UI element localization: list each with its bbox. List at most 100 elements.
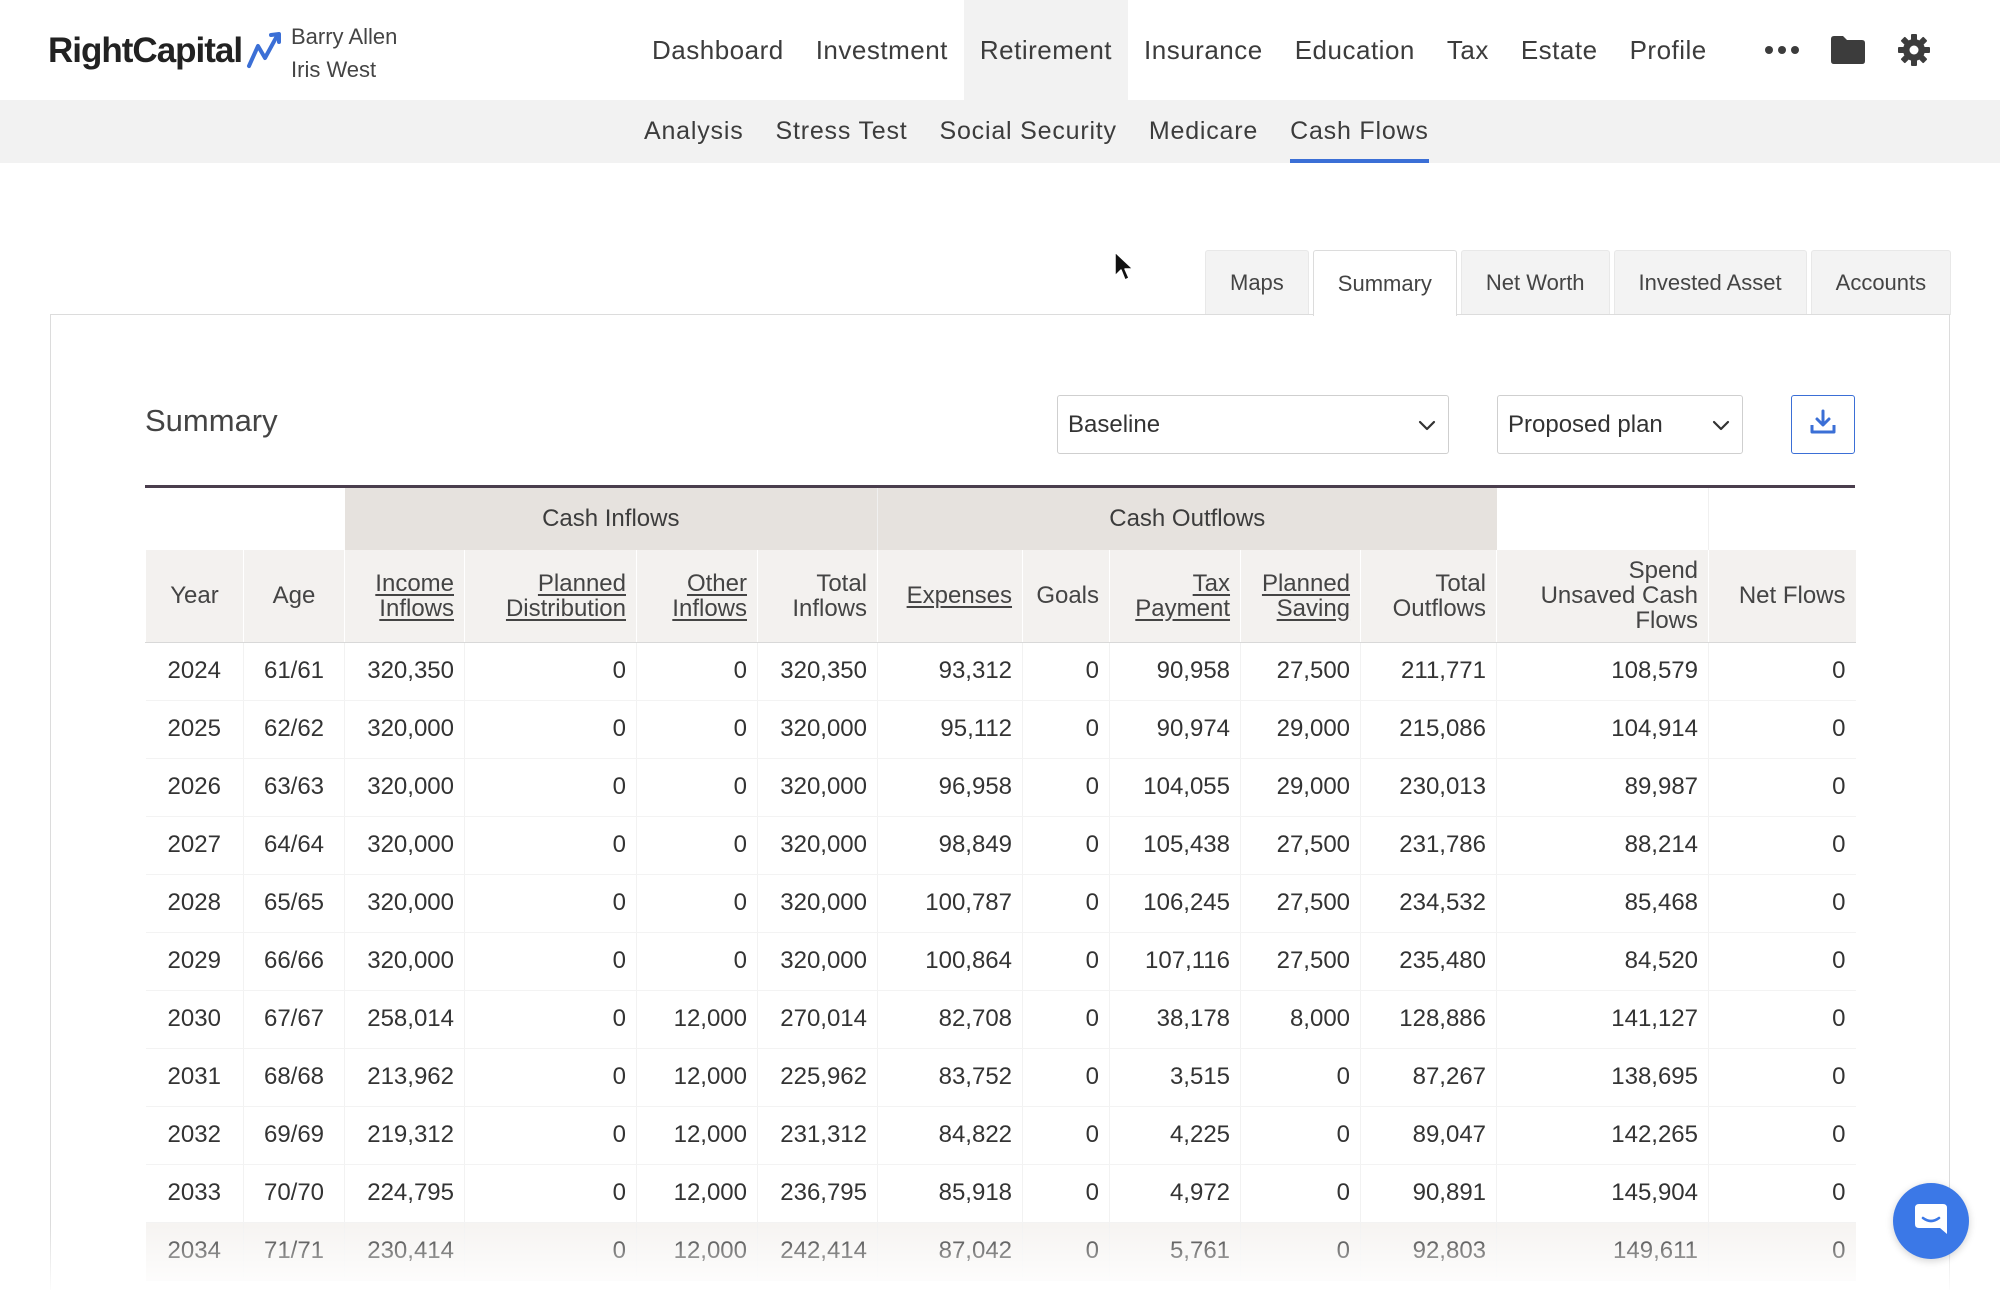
table-cell: 138,695 xyxy=(1496,1048,1709,1107)
summary-panel: Summary Baseline Proposed plan xyxy=(50,314,1950,1290)
scenario-select-value: Baseline xyxy=(1068,410,1161,438)
subnav-medicare[interactable]: Medicare xyxy=(1148,117,1259,145)
table-cell: 84,822 xyxy=(877,1106,1023,1165)
table-cell: 231,312 xyxy=(756,1106,878,1165)
col-header-planned-distribution[interactable]: Planned Distribution xyxy=(464,550,637,643)
table-cell: 87,042 xyxy=(877,1222,1023,1281)
table-cell: 224,795 xyxy=(344,1164,465,1223)
table-top-rule xyxy=(145,485,1855,488)
table-cell: 90,891 xyxy=(1360,1164,1497,1223)
col-header-expenses[interactable]: Expenses xyxy=(877,550,1023,643)
table-cell: 85,468 xyxy=(1496,874,1709,933)
table-cell: 90,958 xyxy=(1109,642,1241,701)
col-header-income-inflows[interactable]: Income Inflows xyxy=(344,550,465,643)
table-row: 2024 61/61 320,350 0 0 320,350 93,312 0 90,958 27… xyxy=(145,642,1856,701)
client-name-1: Barry Allen xyxy=(291,24,398,49)
tab-invested-asset[interactable]: Invested Asset xyxy=(1613,250,1807,315)
table-cell: 0 xyxy=(1022,758,1110,817)
nav-estate[interactable]: Estate xyxy=(1520,34,1598,65)
download-button[interactable] xyxy=(1791,395,1855,454)
table-cell: 89,047 xyxy=(1360,1106,1497,1165)
plan-select[interactable]: Proposed plan xyxy=(1497,395,1743,454)
download-icon xyxy=(1809,408,1837,441)
subnav-analysis[interactable]: Analysis xyxy=(644,117,744,145)
logo[interactable]: RightCapital xyxy=(48,26,288,76)
nav-investment[interactable]: Investment xyxy=(815,34,948,65)
table-cell: 231,786 xyxy=(1360,816,1497,875)
table-cell: 0 xyxy=(1022,700,1110,759)
table-cell: 320,000 xyxy=(756,874,878,933)
more-icon[interactable] xyxy=(1764,32,1800,68)
table-cell: 67/67 xyxy=(243,990,345,1049)
table-cell: 320,000 xyxy=(756,816,878,875)
table-cell: 64/64 xyxy=(243,816,345,875)
table-cell: 107,116 xyxy=(1109,932,1241,991)
tab-net-worth[interactable]: Net Worth xyxy=(1460,250,1610,315)
nav-retirement[interactable]: Retirement xyxy=(963,0,1129,100)
subnav-social-security[interactable]: Social Security xyxy=(939,117,1117,145)
table-row: 2029 66/66 320,000 0 0 320,000 100,864 0 107,116… xyxy=(145,932,1856,991)
table-cell: 0 xyxy=(1708,1048,1856,1107)
table-cell: 29,000 xyxy=(1240,758,1361,817)
table-row: 2034 71/71 230,414 0 12,000 242,414 87,042 0 5,7… xyxy=(145,1222,1856,1281)
group-header-cash-outflows: Cash Outflows xyxy=(877,488,1497,550)
client-names[interactable]: Barry Allen Iris West xyxy=(291,20,397,86)
folder-icon[interactable] xyxy=(1830,32,1866,68)
group-header-blank xyxy=(1708,488,1856,550)
chat-button[interactable] xyxy=(1893,1183,1969,1259)
table-cell: 145,904 xyxy=(1496,1164,1709,1223)
table-row: 2026 63/63 320,000 0 0 320,000 96,958 0 104,055 2… xyxy=(145,758,1856,817)
scenario-select[interactable]: Baseline xyxy=(1057,395,1449,454)
table-cell: 0 xyxy=(636,816,758,875)
table-cell: 100,787 xyxy=(877,874,1023,933)
table-cell: 0 xyxy=(464,874,637,933)
col-header-other-inflows[interactable]: Other Inflows xyxy=(636,550,758,643)
table-cell: 258,014 xyxy=(344,990,465,1049)
table-cell: 27,500 xyxy=(1240,642,1361,701)
nav-education[interactable]: Education xyxy=(1294,34,1415,65)
table-cell: 149,611 xyxy=(1496,1222,1709,1281)
nav-tax[interactable]: Tax xyxy=(1446,34,1489,65)
subnav-stress-test[interactable]: Stress Test xyxy=(775,117,908,145)
table-cell: 320,000 xyxy=(344,816,465,875)
table-cell: 68/68 xyxy=(243,1048,345,1107)
group-header-row: Cash Inflows Cash Outflows xyxy=(145,488,1856,550)
tab-accounts[interactable]: Accounts xyxy=(1810,250,1952,315)
chevron-down-icon xyxy=(1418,411,1436,439)
table-cell: 71/71 xyxy=(243,1222,345,1281)
table-cell: 0 xyxy=(1022,874,1110,933)
table-cell: 235,480 xyxy=(1360,932,1497,991)
table-cell: 0 xyxy=(1708,1222,1856,1281)
subnav-cash-flows[interactable]: Cash Flows xyxy=(1274,100,1445,163)
client-name-2: Iris West xyxy=(291,57,377,82)
table-cell: 4,225 xyxy=(1109,1106,1241,1165)
table-cell: 320,000 xyxy=(344,874,465,933)
table-row: 2032 69/69 219,312 0 12,000 231,312 84,822 0 4,2… xyxy=(145,1106,1856,1165)
mouse-cursor-icon xyxy=(1113,250,1135,287)
table-cell: 270,014 xyxy=(756,990,878,1049)
table-cell: 2033 xyxy=(145,1164,244,1223)
table-row: 2027 64/64 320,000 0 0 320,000 98,849 0 105,438 2… xyxy=(145,816,1856,875)
nav-insurance[interactable]: Insurance xyxy=(1144,34,1263,65)
tab-maps[interactable]: Maps xyxy=(1205,250,1309,315)
col-header-tax-payment[interactable]: Tax Payment xyxy=(1109,550,1241,643)
table-cell: 2024 xyxy=(145,642,244,701)
table-cell: 236,795 xyxy=(756,1164,878,1223)
table-cell: 93,312 xyxy=(877,642,1023,701)
table-cell: 108,579 xyxy=(1496,642,1709,701)
nav-profile[interactable]: Profile xyxy=(1629,34,1707,65)
tab-summary[interactable]: Summary xyxy=(1312,250,1457,316)
table-cell: 2025 xyxy=(145,700,244,759)
gear-icon[interactable] xyxy=(1896,32,1932,68)
table-cell: 2029 xyxy=(145,932,244,991)
col-header-spend-unsaved-cash-flows: Spend Unsaved Cash Flows xyxy=(1496,550,1709,643)
table-row: 2028 65/65 320,000 0 0 320,000 100,787 0 106,245… xyxy=(145,874,1856,933)
col-header-planned-saving[interactable]: Planned Saving xyxy=(1240,550,1361,643)
table-cell: 65/65 xyxy=(243,874,345,933)
table-cell: 12,000 xyxy=(636,1164,758,1223)
nav-dashboard[interactable]: Dashboard xyxy=(652,34,784,65)
table-cell: 0 xyxy=(1708,1106,1856,1165)
table-cell: 87,267 xyxy=(1360,1048,1497,1107)
sub-navigation: Analysis Stress Test Social Security Med… xyxy=(0,100,2000,163)
table-cell: 104,914 xyxy=(1496,700,1709,759)
